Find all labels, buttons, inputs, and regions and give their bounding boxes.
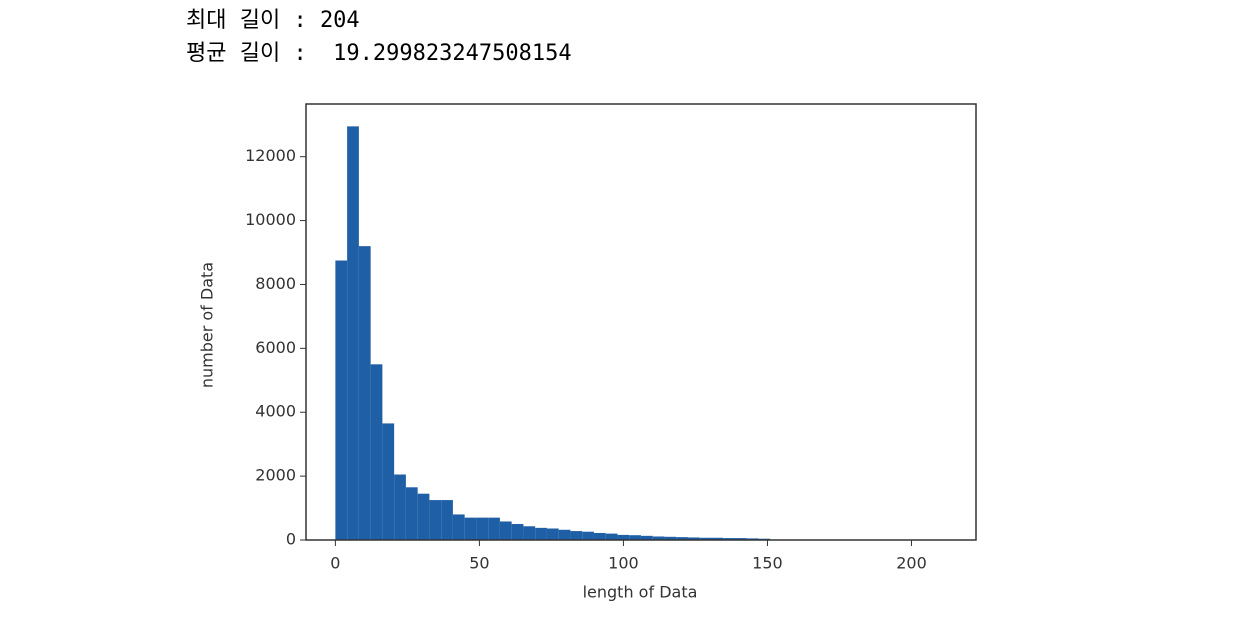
bar	[746, 538, 759, 540]
x-tick-label: 0	[330, 554, 340, 573]
y-tick-label: 6000	[255, 338, 296, 357]
x-axis-label: length of Data	[583, 583, 698, 602]
bar	[499, 521, 512, 540]
bar	[523, 526, 536, 540]
bar	[464, 517, 477, 540]
x-tick-label: 150	[752, 554, 783, 573]
bar	[687, 537, 700, 540]
bar	[546, 528, 559, 540]
bar	[370, 364, 383, 540]
bar	[382, 423, 395, 540]
console-line: 평균 길이 : 19.299823247508154	[186, 41, 572, 66]
bar	[476, 517, 489, 540]
bar	[711, 537, 724, 540]
bar	[335, 260, 348, 540]
bar	[417, 493, 430, 540]
y-tick-label: 4000	[255, 402, 296, 421]
y-tick-label: 2000	[255, 466, 296, 485]
console-line: 최대 길이 : 204	[186, 8, 360, 33]
x-tick-label: 100	[608, 554, 639, 573]
bar	[558, 529, 571, 540]
bar	[511, 524, 524, 540]
bar	[617, 534, 630, 540]
bar	[640, 535, 653, 540]
bar	[405, 487, 418, 540]
y-axis-label: number of Data	[198, 262, 217, 388]
y-tick-label: 0	[286, 530, 296, 549]
bar	[676, 537, 688, 540]
bar	[605, 533, 618, 540]
bar	[452, 514, 465, 540]
bar	[723, 538, 735, 540]
bar	[734, 538, 747, 540]
bar	[429, 500, 442, 540]
y-tick-label: 8000	[255, 274, 296, 293]
x-tick-label: 50	[469, 554, 489, 573]
bar	[652, 536, 665, 540]
bar	[394, 474, 406, 540]
bar	[593, 532, 606, 540]
plot-frame	[305, 103, 977, 541]
bar	[629, 535, 641, 540]
x-tick-label: 200	[896, 554, 927, 573]
bar	[358, 246, 371, 540]
y-tick-label: 12000	[245, 146, 296, 165]
bar	[535, 527, 547, 540]
bar	[488, 517, 500, 540]
bar	[664, 536, 677, 540]
y-tick-label: 10000	[245, 210, 296, 229]
bar	[570, 531, 583, 540]
bar	[582, 531, 594, 540]
bar	[699, 537, 712, 540]
bar	[347, 126, 359, 540]
bar	[441, 500, 453, 540]
